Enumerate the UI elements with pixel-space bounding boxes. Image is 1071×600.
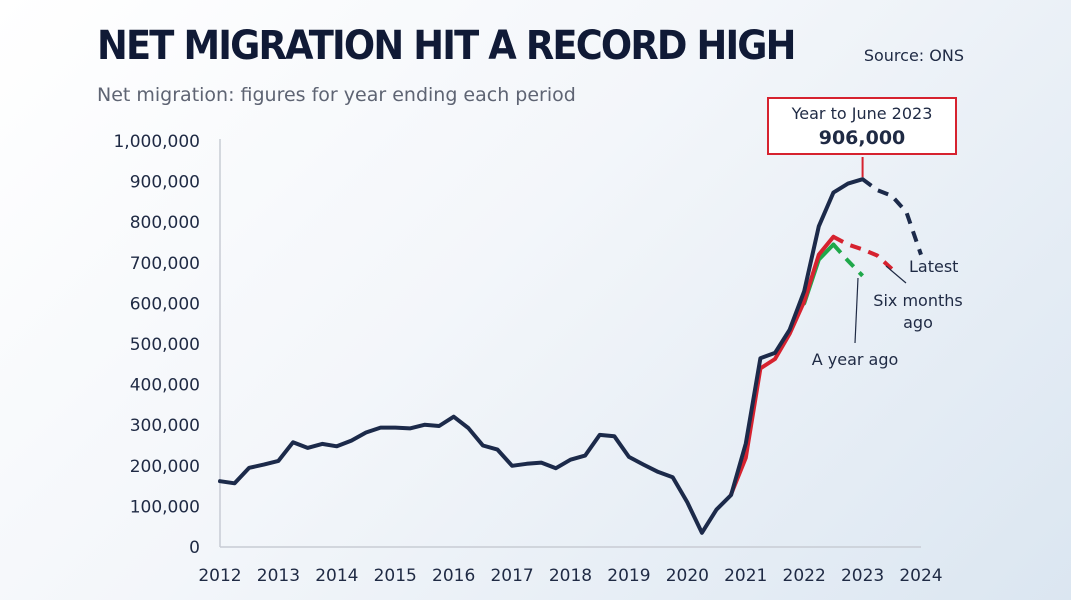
series-line-latest xyxy=(218,177,865,535)
y-tick-label: 600,000 xyxy=(130,294,200,314)
y-tick-label: 1,000,000 xyxy=(113,132,200,152)
annotation-line: ago xyxy=(903,313,933,332)
x-tick-label: 2015 xyxy=(374,566,417,586)
y-tick-label: 0 xyxy=(189,538,200,558)
y-tick-label: 400,000 xyxy=(130,376,200,396)
x-tick-label: 2022 xyxy=(783,566,826,586)
annotation-leader-year-ago xyxy=(854,277,859,344)
x-tick-label: 2014 xyxy=(315,566,358,586)
x-tick-label: 2018 xyxy=(549,566,592,586)
series-provisional-six-months-ago xyxy=(832,235,894,271)
annotation-a-year-ago: A year ago xyxy=(812,350,899,369)
series-provisional-a-year-ago xyxy=(831,243,865,278)
chart-subtitle: Net migration: figures for year ending e… xyxy=(97,84,576,106)
x-tick-label: 2021 xyxy=(724,566,767,586)
annotation-line: Six months xyxy=(873,291,962,310)
peak-callout: Year to June 2023 906,000 xyxy=(767,97,957,155)
source-label: Source: ONS xyxy=(863,46,964,65)
chart-title: NET MIGRATION HIT A RECORD HIGH xyxy=(97,23,796,69)
x-tick-label: 2020 xyxy=(666,566,709,586)
chart-series xyxy=(218,157,923,535)
annotation-leader-six-months xyxy=(885,265,907,284)
annotation-latest: Latest xyxy=(909,257,958,276)
series-line-six-months-ago xyxy=(729,234,836,497)
annotation-six-months-ago: Six months ago xyxy=(873,291,962,332)
callout-label: Year to June 2023 xyxy=(791,104,933,123)
x-tick-label: 2016 xyxy=(432,566,475,586)
y-tick-label: 500,000 xyxy=(130,335,200,355)
y-tick-label: 200,000 xyxy=(130,457,200,477)
y-tick-label: 700,000 xyxy=(130,254,200,274)
callout-value: 906,000 xyxy=(818,127,906,149)
y-tick-label: 800,000 xyxy=(130,213,200,233)
y-tick-label: 300,000 xyxy=(130,416,200,436)
y-tick-label: 900,000 xyxy=(130,173,200,193)
x-tick-label: 2019 xyxy=(607,566,650,586)
y-tick-label: 100,000 xyxy=(130,497,200,517)
x-tick-label: 2024 xyxy=(899,566,942,586)
x-tick-label: 2013 xyxy=(257,566,300,586)
chart-axes: 0 100,000 200,000 300,000 400,000 500,000 600,… xyxy=(113,132,942,586)
x-tick-label: 2017 xyxy=(490,566,533,586)
series-provisional-latest xyxy=(861,177,923,256)
x-tick-label: 2012 xyxy=(198,566,241,586)
x-tick-label: 2023 xyxy=(841,566,884,586)
